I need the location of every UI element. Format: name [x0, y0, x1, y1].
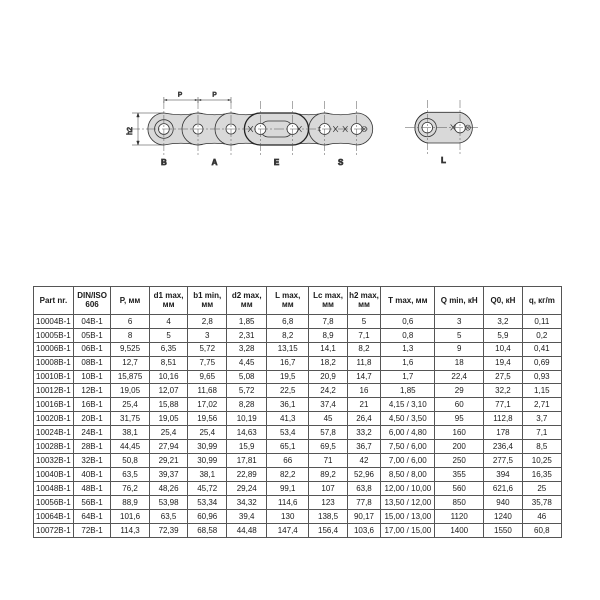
svg-text:A: A [212, 158, 218, 167]
svg-text:B: B [161, 158, 167, 167]
svg-text:L: L [441, 156, 446, 165]
svg-text:S: S [338, 158, 344, 167]
svg-text:E: E [274, 158, 280, 167]
svg-text:P: P [212, 92, 216, 99]
svg-text:P: P [178, 92, 182, 99]
svg-text:h2: h2 [127, 127, 134, 135]
